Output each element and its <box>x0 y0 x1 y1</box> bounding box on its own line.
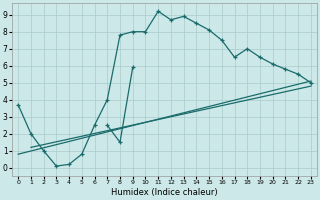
X-axis label: Humidex (Indice chaleur): Humidex (Indice chaleur) <box>111 188 218 197</box>
